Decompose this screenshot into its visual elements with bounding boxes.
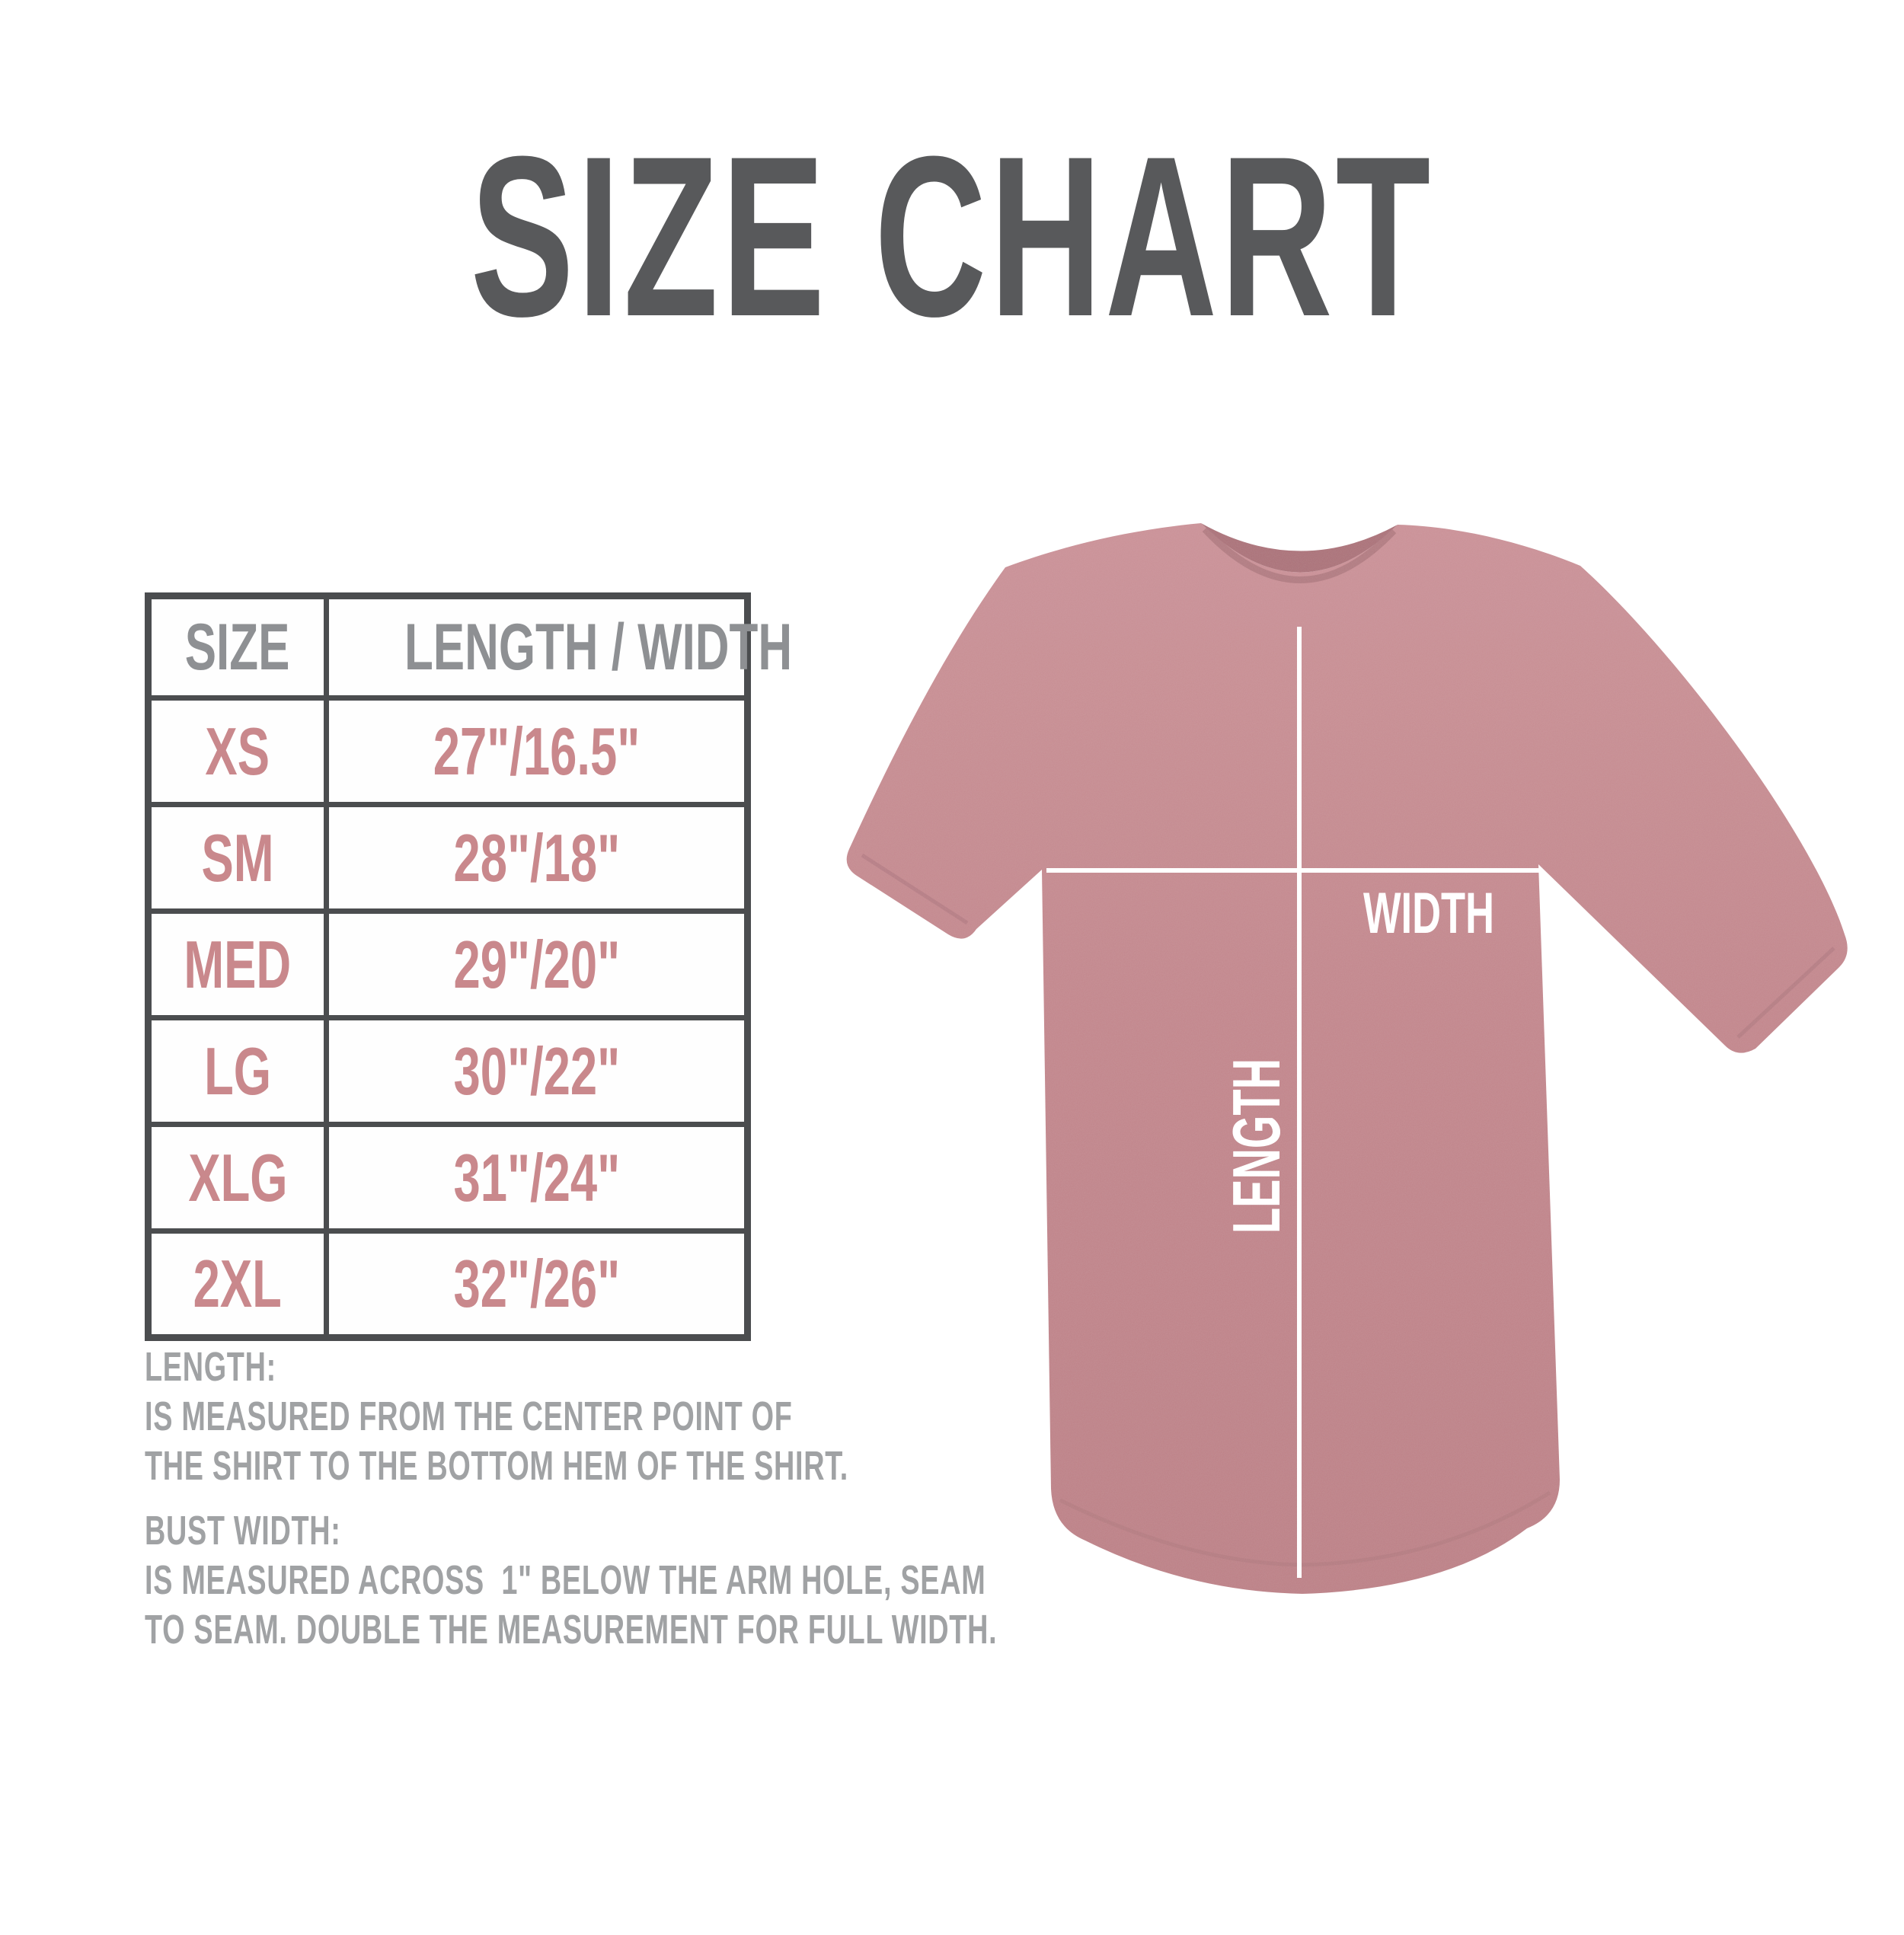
size-value: XS xyxy=(205,713,270,789)
measurement-notes: LENGTH: IS MEASURED FROM THE CENTER POIN… xyxy=(145,1343,1363,1655)
length-note-line1-text: IS MEASURED FROM THE CENTER POINT OF xyxy=(145,1394,793,1439)
col-header-size-label: SIZE xyxy=(185,610,290,684)
size-value: MED xyxy=(184,926,292,1002)
hem-seam xyxy=(1059,1490,1551,1567)
collar-shape xyxy=(1201,523,1398,573)
table-row: 2XL 32"/26" xyxy=(145,1228,750,1340)
left-cuff-seam xyxy=(861,853,969,925)
bust-width-note-label: BUST WIDTH: xyxy=(145,1506,1363,1556)
length-note-line: IS MEASURED FROM THE CENTER POINT OF xyxy=(145,1392,1363,1442)
measurement-value: 32"/26" xyxy=(453,1246,620,1321)
right-cuff-seam xyxy=(1736,947,1835,1039)
col-header-length-width: LENGTH / WIDTH xyxy=(324,593,792,701)
bust-width-note-line: TO SEAM. DOUBLE THE MEASUREMENT FOR FULL… xyxy=(145,1605,1363,1655)
page-title-text: SIZE CHART xyxy=(470,108,1434,364)
measurement-value: 31"/24" xyxy=(453,1139,620,1215)
col-header-size: SIZE xyxy=(145,593,329,701)
size-value: LG xyxy=(203,1033,271,1109)
length-note-label-text: LENGTH: xyxy=(145,1344,276,1390)
tshirt-diagram: WIDTH LENGTH xyxy=(846,523,1848,1594)
size-value: XLG xyxy=(187,1139,288,1215)
size-cell: XLG xyxy=(145,1122,329,1234)
size-cell: LG xyxy=(145,1015,329,1127)
table-row: XLG 31"/24" xyxy=(145,1122,750,1234)
measurement-value: 29"/20" xyxy=(453,926,620,1002)
width-label: WIDTH xyxy=(1363,881,1494,946)
size-table: SIZE LENGTH / WIDTH XS 27"/16.5" SM 28"/… xyxy=(145,592,792,1341)
measurement-cell: 31"/24" xyxy=(324,1122,750,1234)
measurement-cell: 30"/22" xyxy=(324,1015,750,1127)
measurement-cell: 28"/18" xyxy=(324,802,750,914)
table-row: SM 28"/18" xyxy=(145,802,750,914)
bust-width-note-label-text: BUST WIDTH: xyxy=(145,1508,341,1553)
size-value: SM xyxy=(201,819,274,896)
size-cell: MED xyxy=(145,908,329,1020)
table-row: LG 30"/22" xyxy=(145,1015,750,1127)
col-header-length-width-label: LENGTH / WIDTH xyxy=(404,610,793,684)
measurement-cell: 27"/16.5" xyxy=(324,695,750,807)
collar-seam xyxy=(1202,526,1397,583)
size-value: 2XL xyxy=(193,1246,283,1321)
table-row: MED 29"/20" xyxy=(145,908,750,1020)
bust-width-note-line: IS MEASURED ACROSS 1" BELOW THE ARM HOLE… xyxy=(145,1556,1363,1605)
size-cell: SM xyxy=(145,802,329,914)
size-cell: XS xyxy=(145,695,329,807)
tshirt-body-shape xyxy=(846,523,1848,1594)
length-note-label: LENGTH: xyxy=(145,1343,1363,1392)
length-note-line2-text: THE SHIRT TO THE BOTTOM HEM OF THE SHIRT… xyxy=(145,1443,849,1489)
table-row: XS 27"/16.5" xyxy=(145,695,750,807)
bust-width-note-line1-text: IS MEASURED ACROSS 1" BELOW THE ARM HOLE… xyxy=(145,1557,986,1603)
measurement-value: 30"/22" xyxy=(453,1033,620,1109)
table-header-row: SIZE LENGTH / WIDTH xyxy=(145,593,792,701)
measurement-cell: 29"/20" xyxy=(324,908,750,1020)
measurement-cell: 32"/26" xyxy=(324,1228,750,1340)
bust-width-note-line2-text: TO SEAM. DOUBLE THE MEASUREMENT FOR FULL… xyxy=(145,1607,998,1652)
page-title: SIZE CHART xyxy=(0,122,1904,350)
length-note-line: THE SHIRT TO THE BOTTOM HEM OF THE SHIRT… xyxy=(145,1442,1363,1491)
measurement-value: 28"/18" xyxy=(453,819,620,896)
length-label: LENGTH xyxy=(1219,1059,1294,1234)
measurement-value: 27"/16.5" xyxy=(433,713,641,789)
size-cell: 2XL xyxy=(145,1228,329,1340)
